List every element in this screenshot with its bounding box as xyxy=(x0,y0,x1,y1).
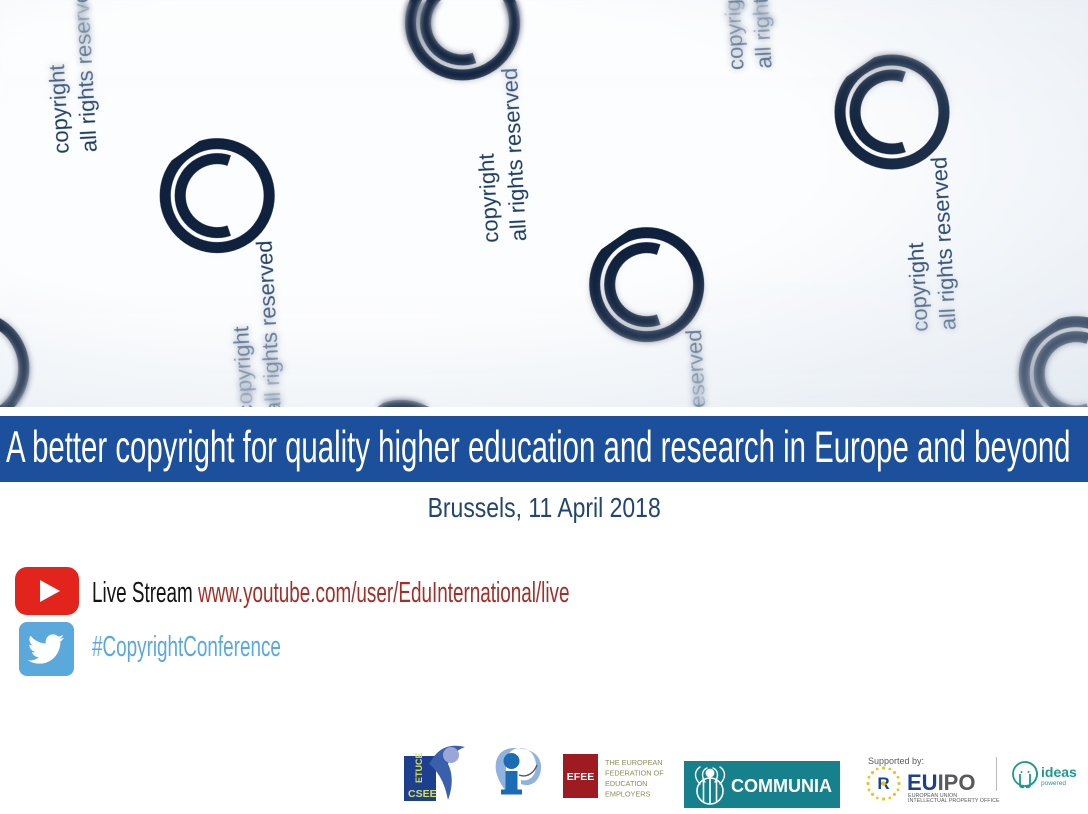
svg-text:EUIPO: EUIPO xyxy=(907,770,975,795)
svg-text:COMMUNIA: COMMUNIA xyxy=(731,776,832,796)
svg-text:THE EUROPEAN: THE EUROPEAN xyxy=(605,758,663,767)
svg-text:EMPLOYERS: EMPLOYERS xyxy=(605,790,651,799)
svg-text:FEDERATION OF: FEDERATION OF xyxy=(605,769,664,778)
svg-text:ideas: ideas xyxy=(1041,764,1077,780)
svg-text:INTELLECTUAL PROPERTY OFFICE: INTELLECTUAL PROPERTY OFFICE xyxy=(908,798,1000,802)
svg-text:CSEE: CSEE xyxy=(408,788,437,800)
svg-text:EFEE: EFEE xyxy=(567,771,594,783)
svg-text:ETUCE: ETUCE xyxy=(414,752,424,783)
svg-text:powered: powered xyxy=(1041,780,1066,787)
svg-text:EDUCATION: EDUCATION xyxy=(605,779,647,788)
